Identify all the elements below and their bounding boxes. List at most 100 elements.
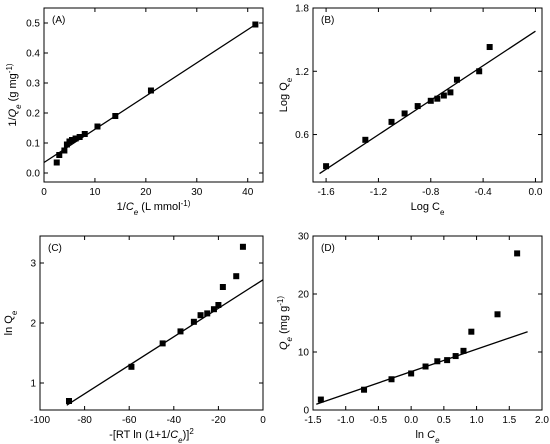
data-point	[460, 347, 467, 354]
data-point	[204, 310, 211, 317]
data-point	[190, 318, 197, 325]
y-axis-label: ln Qe	[3, 310, 19, 335]
data-point	[453, 76, 460, 83]
x-axis-label: ln Ce	[415, 429, 440, 444]
data-point	[252, 21, 259, 28]
data-point	[197, 312, 204, 319]
y-axis-label: Log Qe	[278, 77, 294, 112]
x-tick-label: 0.0	[404, 415, 418, 426]
data-point	[408, 370, 415, 377]
x-tick-label: 0	[260, 415, 266, 426]
y-axis-label: 1/Qe (g mg-1)	[5, 63, 23, 127]
data-point	[128, 363, 135, 370]
data-point	[388, 118, 395, 125]
panel-label: (C)	[48, 243, 62, 254]
x-tick-label: 0.5	[437, 415, 451, 426]
y-tick-label: 1.2	[295, 67, 309, 78]
chart-panel-4: -1.5 -1.0 -0.5 0.0 0.5 1.0 1.5 2.0 0 10 20 30 (D) ln …	[276, 232, 550, 444]
y-tick-label: 2	[30, 319, 36, 330]
data-point	[468, 328, 475, 335]
chart-panel-1: 0 10 20 30 40 0.0 0.1 0.2 0.3 0.4 0.5 (A) 1/Ce (L mm…	[5, 7, 264, 217]
x-tick-label: -60	[122, 415, 137, 426]
data-point	[452, 353, 459, 360]
data-point	[447, 89, 454, 96]
y-tick-label: 1.8	[295, 4, 309, 15]
data-point	[233, 273, 240, 280]
data-point	[414, 103, 421, 110]
linear-fit-line	[319, 30, 536, 175]
data-point	[65, 398, 72, 404]
y-tick-label: 20	[298, 290, 310, 301]
y-tick-label: 3	[30, 259, 36, 270]
x-tick-label: -1.0	[337, 415, 355, 426]
x-tick-label: 30	[191, 187, 203, 198]
plot-frame	[43, 7, 264, 183]
data-point	[159, 340, 166, 347]
data-point	[72, 135, 79, 142]
data-point	[434, 358, 441, 365]
data-point	[94, 123, 101, 130]
x-tick-label: -0.8	[422, 187, 440, 198]
x-tick-label: 2.0	[535, 415, 549, 426]
y-tick-label: 0	[303, 406, 309, 417]
x-axis-label: Log Ce	[411, 201, 445, 217]
x-tick-label: -0.4	[474, 187, 492, 198]
y-tick-label: 0.1	[26, 139, 40, 150]
chart-panel-3: -100 -80 -60 -40 -20 0 1 2 3 (C) -[RT ln (1+1/Ce)]…	[3, 235, 266, 444]
x-tick-label: -1.2	[370, 187, 388, 198]
data-point	[323, 163, 330, 170]
data-point	[317, 396, 324, 403]
y-tick-label: 10	[298, 348, 310, 359]
x-tick-label: 10	[89, 187, 101, 198]
chart-panel-2: -1.6 -1.2 -0.8 -0.4 0.0 0.6 1.2 1.8 (B) Log Ce Log…	[278, 4, 543, 217]
y-tick-label: 30	[298, 232, 310, 243]
x-tick-label: 40	[242, 187, 254, 198]
data-point	[112, 113, 119, 119]
x-tick-label: 1.5	[502, 415, 516, 426]
data-point	[177, 328, 184, 335]
data-point	[440, 92, 447, 99]
x-tick-label: 0	[41, 187, 47, 198]
panel-label: (B)	[321, 15, 334, 26]
data-point	[76, 134, 83, 140]
data-point	[81, 131, 88, 137]
data-point	[486, 44, 493, 51]
data-point	[215, 302, 222, 308]
panel-label: (A)	[52, 15, 65, 26]
data-point	[422, 363, 429, 370]
data-point	[514, 250, 521, 257]
data-point	[69, 137, 76, 143]
y-tick-label: 0.3	[26, 79, 40, 90]
x-tick-label: -1.5	[304, 415, 322, 426]
y-tick-label: 0.2	[26, 109, 40, 120]
data-point	[434, 95, 441, 102]
data-point	[401, 110, 408, 117]
data-point	[444, 357, 451, 364]
x-axis-label: 1/Ce (L mmol-1)	[117, 199, 191, 217]
data-point	[362, 136, 369, 143]
data-point	[210, 306, 217, 313]
y-tick-label: 0.0	[26, 169, 40, 180]
data-point	[361, 386, 368, 393]
data-point	[147, 87, 154, 94]
data-point	[476, 68, 483, 75]
data-point	[388, 376, 395, 383]
plot-frame	[312, 7, 543, 183]
y-axis-label: Qe (mg g-1)	[276, 296, 294, 350]
plot-frame	[39, 235, 264, 411]
data-point	[53, 159, 60, 166]
x-tick-label: -80	[77, 415, 92, 426]
data-point	[239, 243, 246, 250]
y-tick-label: 1	[30, 379, 36, 390]
data-point	[56, 152, 63, 158]
y-tick-label: 0.4	[26, 49, 40, 60]
x-axis-label: -[RT ln (1+1/Ce)]2	[109, 427, 194, 444]
y-tick-label: 0.6	[295, 130, 309, 141]
x-tick-label: -1.6	[317, 187, 335, 198]
x-tick-label: -20	[211, 415, 226, 426]
x-tick-label: -0.5	[370, 415, 388, 426]
linear-fit-line	[316, 331, 528, 405]
data-point	[219, 284, 226, 290]
y-tick-label: 0.5	[26, 19, 40, 30]
